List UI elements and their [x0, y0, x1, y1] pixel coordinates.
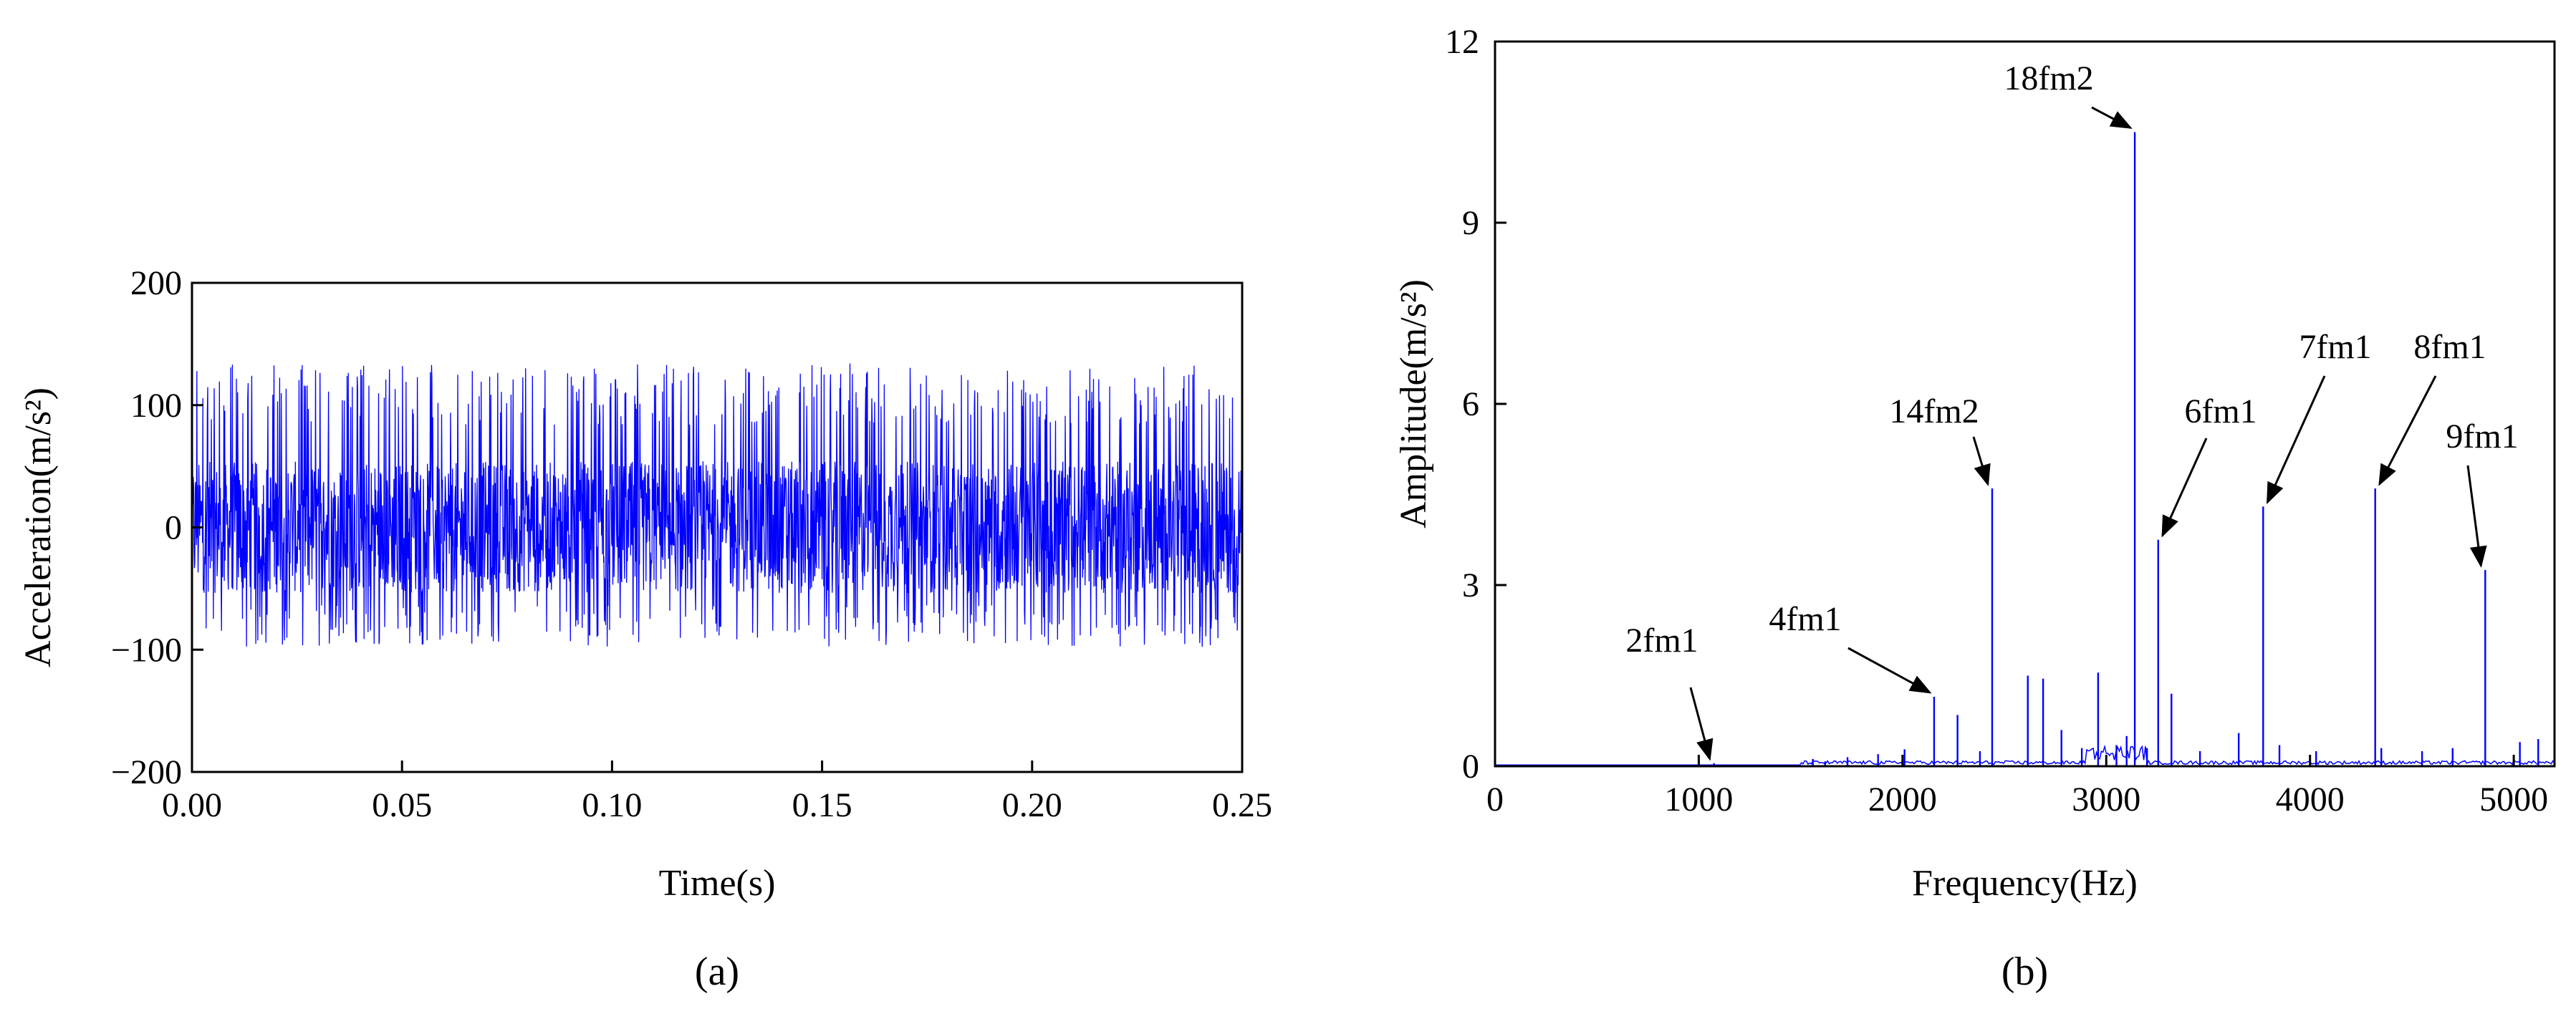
panel-b-y-tick-label: 0 [1462, 748, 1479, 786]
peak-annotation-arrow [1847, 647, 1932, 694]
panel-a-x-tick-label: 0.00 [162, 786, 222, 824]
peak-annotation-label: 14fm2 [1889, 392, 1979, 430]
panel-b-x-tick-label: 0 [1486, 781, 1504, 819]
peak-annotation-label: 8fm1 [2413, 328, 2486, 366]
panel-a-x-tick-label: 0.20 [1002, 786, 1062, 824]
panel-b-x-tick-label: 3000 [2072, 781, 2140, 819]
peak-annotation-arrow [2161, 438, 2208, 538]
peak-annotation-label: 7fm1 [2299, 328, 2371, 366]
panel-a-y-tick-label: 100 [130, 387, 182, 425]
panel-a-time-signal: 0.00 0.05 0.10 0.15 0.20 0.25−200−1000100200 … [18, 264, 1272, 994]
panel-a-x-tick-label: 0.25 [1212, 786, 1272, 824]
peak-annotation-arrow [1689, 687, 1714, 761]
spectrum-noise-floor [1495, 744, 2555, 766]
panel-b-x-tick-label: 5000 [2479, 781, 2548, 819]
peak-annotation-label: 2fm1 [1625, 622, 1698, 660]
peak-annotation-arrow [2466, 465, 2487, 568]
amplitude-spectrum-line [1495, 132, 2555, 766]
panel-a-y-tick-label: −100 [111, 631, 182, 669]
panel-a-ticks: 0.00 0.05 0.10 0.15 0.20 0.25 −200 −100 0 100 200 [111, 264, 1272, 824]
panel-b-y-tick-label: 9 [1462, 204, 1479, 242]
panel-b-x-tick-label: 1000 [1664, 781, 1733, 819]
panel-b-x-tick-label: 2000 [1868, 781, 1937, 819]
peak-annotation-arrow [2378, 375, 2437, 486]
panel-b-y-tick-label: 12 [1445, 23, 1479, 61]
panel-b-label: (b) [2001, 950, 2048, 994]
peak-annotation-arrow [2091, 106, 2133, 129]
panel-b-spectrum: 0 1000 2000 3000 4000 5000 0 3 6 9 12 2fm1 4fm1 14fm… [1393, 23, 2556, 994]
peak-annotation-label: 18fm2 [2004, 59, 2093, 97]
peak-annotation-label: 9fm1 [2446, 417, 2518, 455]
panel-a-x-tick-label: 0.15 [792, 786, 852, 824]
panel-a-y-tick-label: 200 [130, 264, 182, 302]
panel-b-y-axis-label: Amplitude(m/s²) [1393, 279, 1434, 528]
panel-a-y-tick-label: −200 [111, 753, 182, 791]
peak-annotation-label: 6fm1 [2184, 392, 2257, 430]
panel-b-y-tick-label: 6 [1462, 385, 1479, 423]
panel-b-ticks: 0 1000 2000 3000 4000 5000 0 3 6 9 12 [1445, 23, 2548, 819]
acceleration-signal-trace [191, 363, 1243, 647]
panel-a-y-tick-label: 0 [165, 509, 182, 547]
acceleration-signal-line [191, 363, 1243, 647]
panel-a-x-tick-label: 0.05 [372, 786, 432, 824]
panel-a-x-tick-label: 0.10 [582, 786, 642, 824]
peak-annotation-arrow [1972, 436, 1991, 486]
panel-a-y-axis-label: Acceleration(m/s²) [18, 387, 59, 667]
panel-b-peak-annotations: 2fm1 4fm1 14fm2 18fm2 6fm1 7fm1 8fm1 9fm1 [1625, 59, 2519, 761]
peak-annotation-arrow [2266, 375, 2326, 505]
panel-b-x-axis-label: Frequency(Hz) [1912, 863, 2138, 904]
peak-annotation-label: 4fm1 [1769, 600, 1841, 638]
panel-a-x-axis-label: Time(s) [659, 863, 776, 904]
panel-b-y-tick-label: 3 [1462, 566, 1479, 604]
panel-a-label: (a) [695, 950, 739, 994]
panel-b-x-tick-label: 4000 [2276, 781, 2345, 819]
